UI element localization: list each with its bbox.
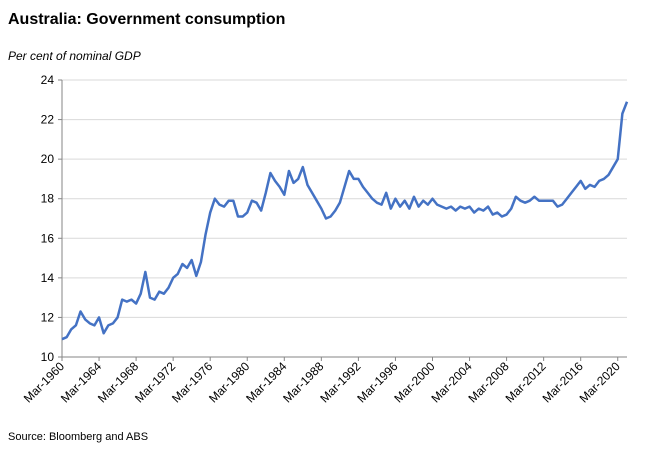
y-tick-label: 12 <box>41 310 55 324</box>
y-tick-label: 10 <box>41 350 55 364</box>
y-tick-label: 22 <box>41 113 55 127</box>
y-tick-label: 24 <box>41 73 55 87</box>
y-tick-label: 14 <box>41 271 55 285</box>
y-tick-label: 18 <box>41 192 55 206</box>
y-tick-label: 20 <box>41 152 55 166</box>
x-tick-label: Mar-2020 <box>577 359 623 405</box>
chart-title: Australia: Government consumption <box>8 11 285 28</box>
line-series <box>61 101 629 341</box>
source: Source: Bloomberg and ABS <box>8 431 148 443</box>
y-axis-label: Per cent of nominal GDP <box>8 49 141 63</box>
y-tick-label: 16 <box>41 231 55 245</box>
